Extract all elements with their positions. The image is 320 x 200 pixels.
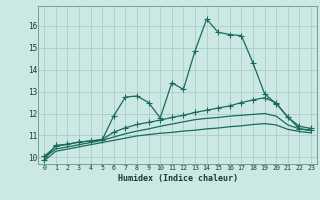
X-axis label: Humidex (Indice chaleur): Humidex (Indice chaleur): [118, 174, 238, 183]
